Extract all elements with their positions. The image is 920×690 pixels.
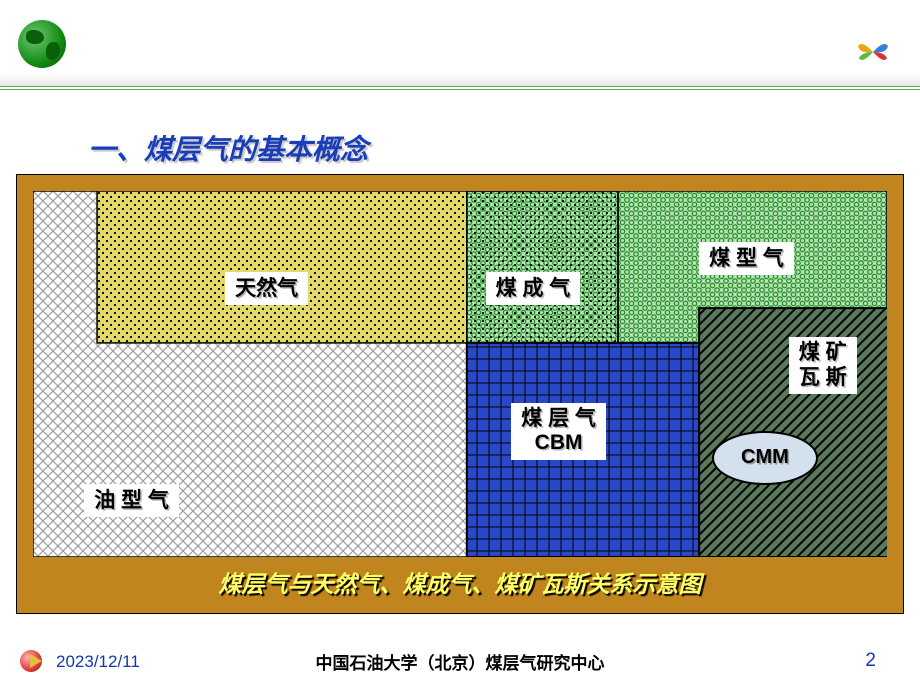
label-cbm: 煤 层 气 CBM (511, 403, 606, 459)
butterfly-icon (856, 38, 890, 66)
label-natural-gas: 天然气 (225, 272, 308, 305)
footer-page-number: 2 (865, 650, 876, 672)
label-coal-type-gas: 煤 型 气 (699, 242, 794, 275)
label-oil-type-gas: 油 型 气 (84, 484, 179, 517)
diagram-stage: 天然气 煤 成 气 煤 型 气 油 型 气 煤 层 气 CBM 煤 矿 瓦 斯 … (33, 191, 887, 557)
slide-title: 一、煤层气的基本概念 (88, 128, 368, 168)
label-cmm: CMM (712, 431, 818, 485)
diagram-frame: 天然气 煤 成 气 煤 型 气 油 型 气 煤 层 气 CBM 煤 矿 瓦 斯 … (16, 174, 904, 614)
label-coal-formed-gas: 煤 成 气 (486, 272, 581, 305)
diagram-caption: 煤层气与天然气、煤成气、煤矿瓦斯关系示意图 (17, 565, 903, 599)
globe-icon (18, 20, 66, 68)
footer-center: 中国石油大学（北京）煤层气研究中心 (0, 649, 920, 674)
label-coal-mine-gas: 煤 矿 瓦 斯 (789, 337, 857, 393)
slide-footer: 2023/12/11 中国石油大学（北京）煤层气研究中心 2 (0, 640, 920, 690)
slide-header (0, 0, 920, 90)
